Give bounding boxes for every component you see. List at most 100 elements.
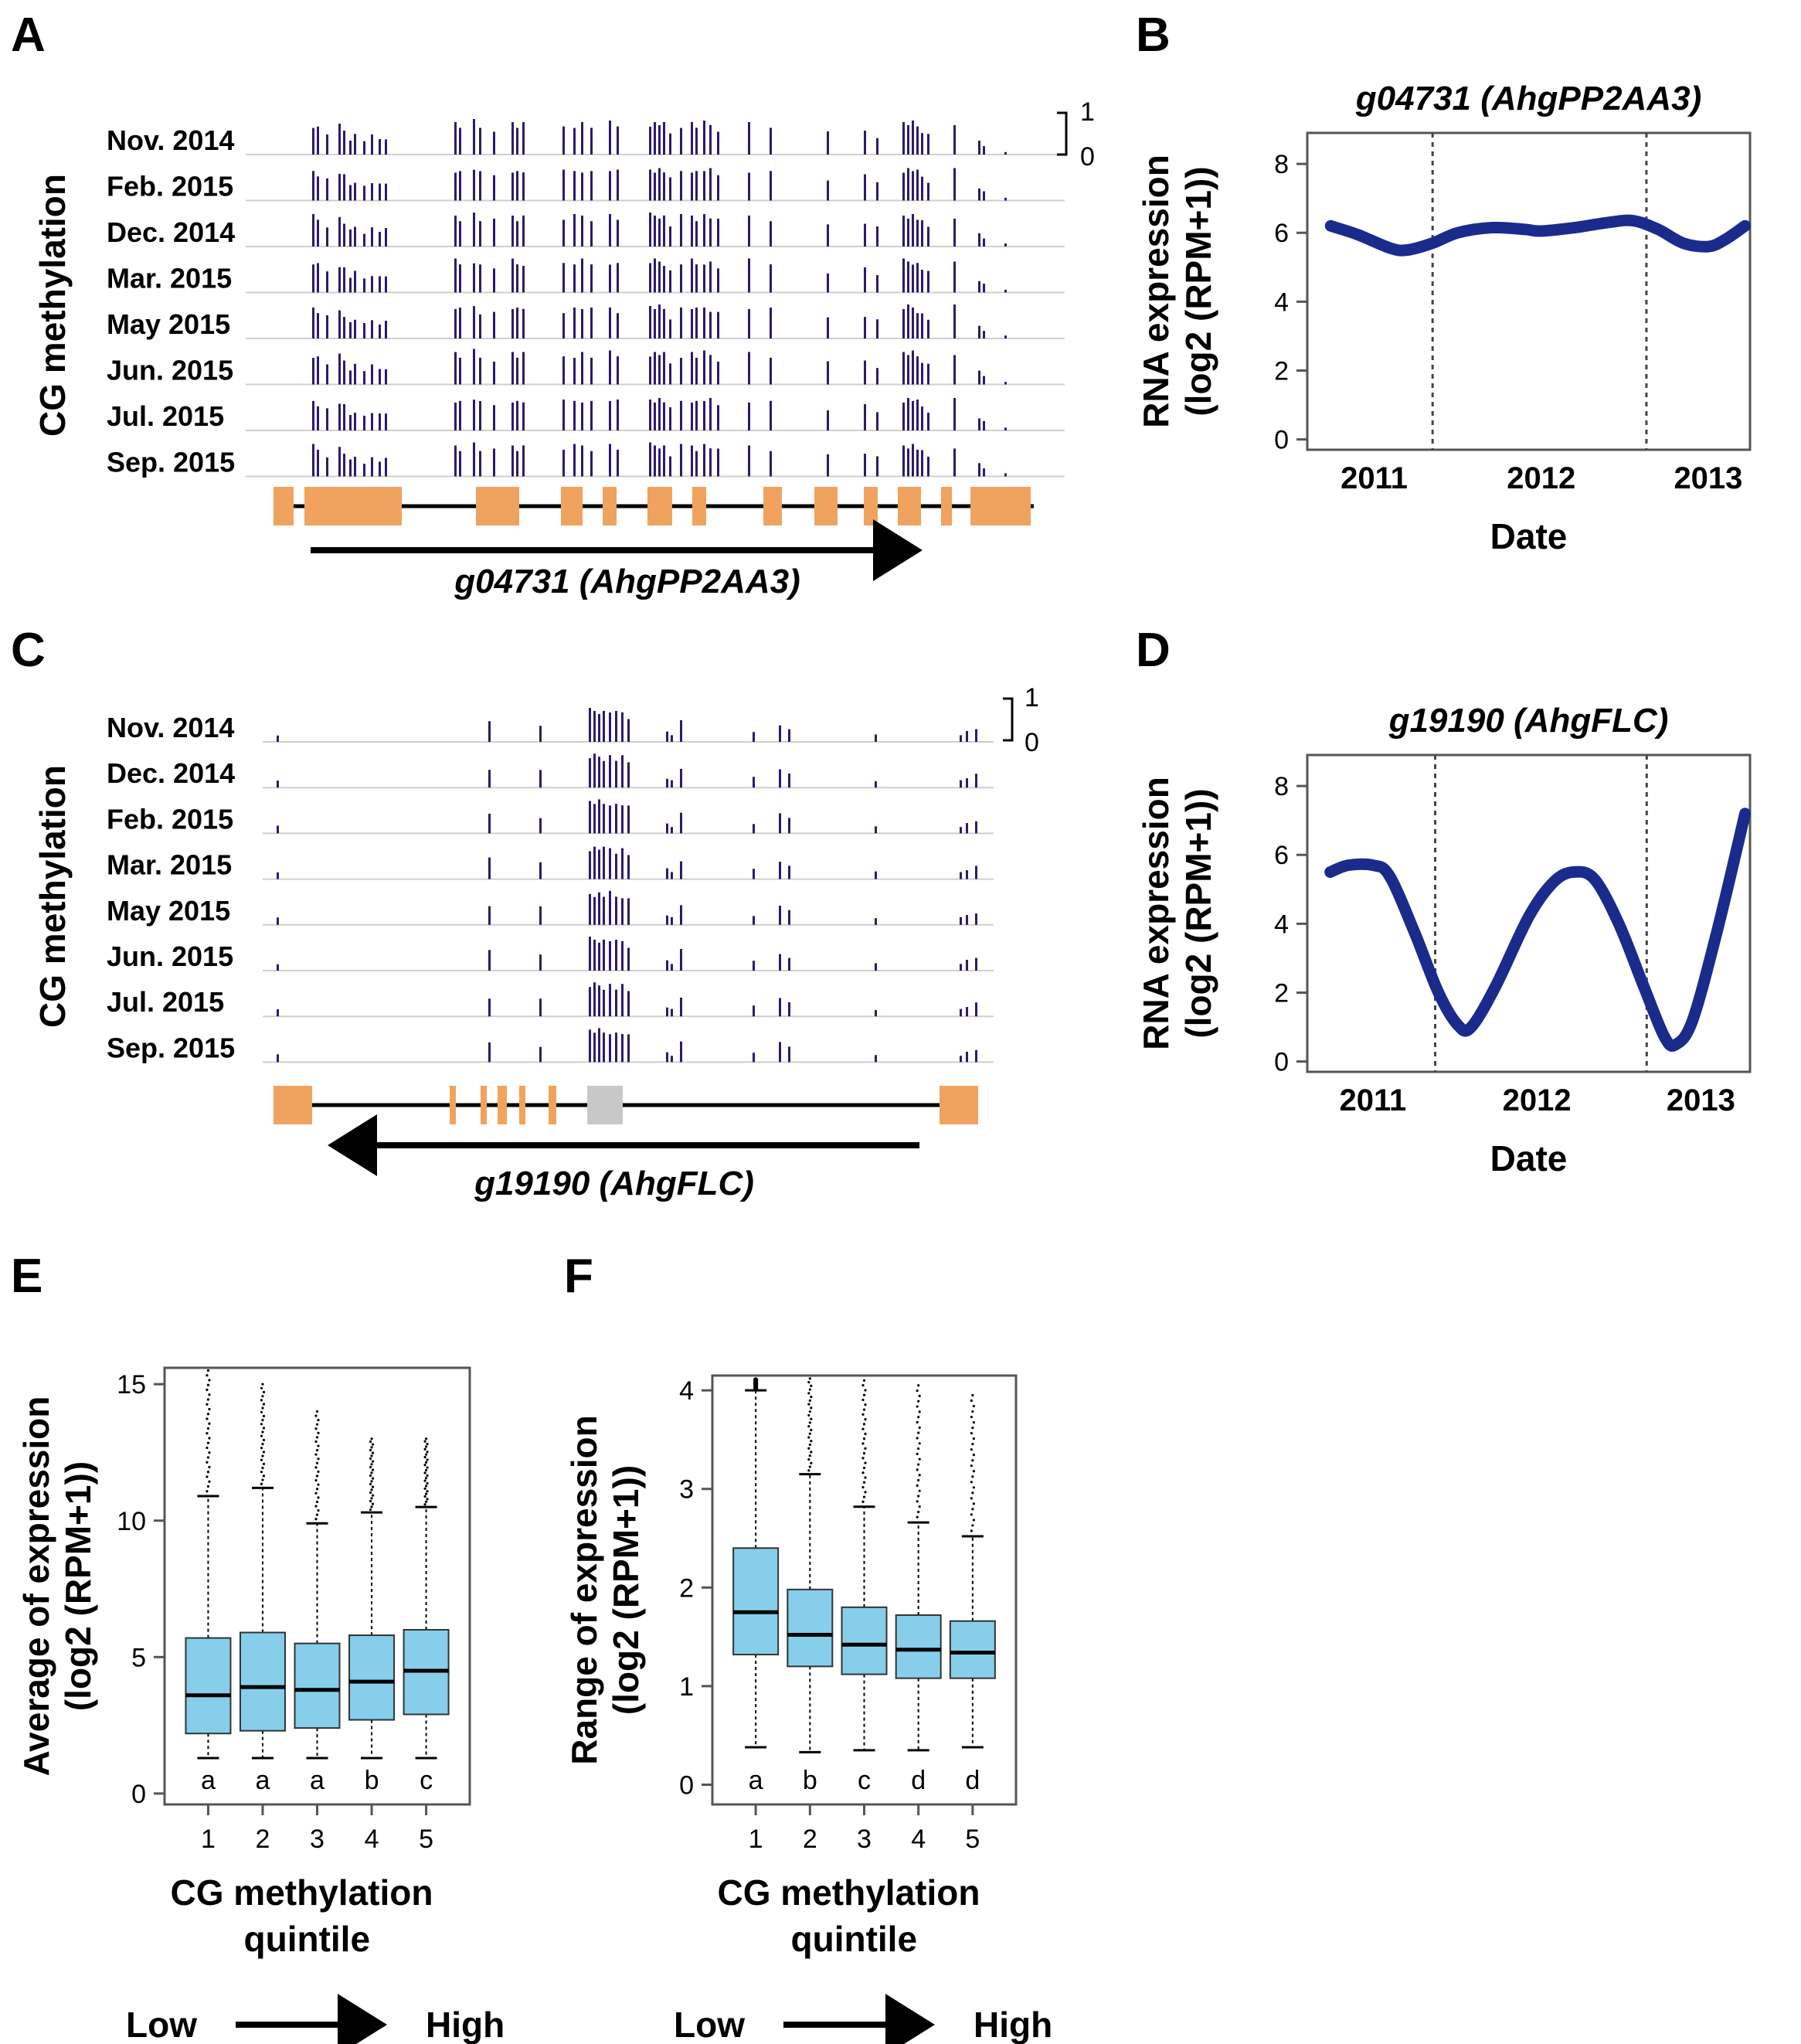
- methylation-bar: [609, 1034, 611, 1063]
- outlier-point: [208, 1422, 211, 1425]
- methylation-bar: [788, 910, 790, 925]
- methylation-bar: [617, 313, 619, 338]
- methylation-bar: [717, 405, 719, 430]
- methylation-bar: [488, 770, 491, 788]
- methylation-bar: [658, 218, 661, 247]
- methylation-bar: [680, 768, 682, 788]
- methylation-bar: [473, 119, 475, 155]
- methylation-bar: [573, 214, 576, 247]
- methylation-bar: [709, 355, 712, 385]
- panel-label-a: A: [11, 9, 46, 62]
- methylation-bar: [454, 352, 457, 385]
- outlier-point: [862, 1481, 866, 1484]
- outlier-point: [918, 1457, 921, 1461]
- methylation-bar: [748, 445, 750, 477]
- methylation-bar: [326, 408, 328, 430]
- methylation-bar: [363, 415, 365, 430]
- outlier-point: [861, 1427, 865, 1430]
- methylation-bar: [966, 731, 968, 742]
- methylation-bar: [921, 313, 923, 338]
- y-tick-label: 1: [679, 1672, 694, 1702]
- methylation-bar: [338, 173, 341, 201]
- methylation-bar: [454, 215, 457, 247]
- methylation-bar: [590, 451, 593, 477]
- methylation-bar: [354, 226, 356, 247]
- methylation-bar: [671, 1008, 673, 1017]
- methylation-bar: [459, 357, 461, 385]
- methylation-panel-a: CG methylation Nov. 2014 Feb. 2015 Dec. 20…: [32, 97, 1095, 600]
- methylation-bar: [371, 413, 373, 430]
- methylation-bar: [326, 457, 328, 477]
- outlier-point: [315, 1488, 319, 1491]
- methylation-bar: [581, 445, 583, 477]
- outlier-point: [426, 1466, 429, 1469]
- methylation-bar: [770, 221, 772, 247]
- methylation-bar: [454, 121, 457, 155]
- methylation-bar: [671, 1056, 673, 1063]
- methylation-bar: [953, 448, 956, 477]
- methylation-bar: [488, 998, 491, 1017]
- methylation-bar: [983, 331, 985, 338]
- outlier-point: [261, 1454, 264, 1457]
- methylation-bar: [703, 171, 705, 201]
- methylation-bar: [1004, 473, 1007, 477]
- methylation-bar: [691, 402, 693, 430]
- methylation-bar: [354, 457, 356, 477]
- methylation-bar: [907, 448, 909, 477]
- methylation-bar: [511, 445, 514, 477]
- outlier-point: [260, 1410, 263, 1413]
- methylation-bar: [539, 906, 542, 925]
- methylation-bar: [593, 753, 596, 788]
- outlier-point: [424, 1445, 428, 1448]
- x-tick-label: 2012: [1507, 461, 1575, 495]
- outlier-point: [918, 1474, 921, 1477]
- methylation-bar: [326, 134, 328, 155]
- outlier-point: [262, 1438, 266, 1442]
- methylation-bar: [581, 121, 583, 155]
- methylation-bar: [493, 268, 495, 293]
- methylation-bar: [1004, 382, 1007, 385]
- methylation-bar: [907, 124, 909, 155]
- methylation-bar: [609, 171, 611, 201]
- outlier-point: [206, 1388, 209, 1392]
- methylation-bar: [593, 939, 596, 971]
- methylation-bar: [326, 271, 328, 293]
- methylation-bar: [627, 898, 630, 925]
- outlier-point: [917, 1495, 920, 1498]
- outlier-point: [861, 1471, 865, 1474]
- outlier-point: [810, 1406, 813, 1410]
- methylation-bar: [680, 812, 682, 834]
- methylation-bar: [516, 451, 518, 477]
- methylation-bar: [621, 848, 624, 879]
- methylation-bar: [671, 917, 673, 925]
- outlier-point: [261, 1466, 264, 1470]
- methylation-bar: [593, 896, 596, 925]
- methylation-bar: [488, 857, 491, 879]
- methylation-bar: [343, 404, 345, 430]
- outlier-point: [916, 1437, 919, 1440]
- outlier-point: [369, 1440, 372, 1444]
- outlier-point: [810, 1451, 813, 1454]
- methylation-bar: [312, 128, 314, 155]
- methylation-bar: [912, 307, 914, 338]
- outlier-point: [314, 1466, 318, 1469]
- outlier-point: [862, 1408, 866, 1411]
- outlier-point: [314, 1478, 318, 1482]
- x-axis-label-line2: quintile: [244, 1919, 371, 1959]
- outlier-point: [810, 1417, 813, 1420]
- methylation-bar: [779, 905, 781, 925]
- y-tick-label: 4: [679, 1376, 694, 1406]
- methylation-bar: [617, 263, 619, 293]
- methylation-bar: [511, 402, 514, 430]
- outlier-point: [918, 1426, 921, 1429]
- outlier-point: [864, 1476, 867, 1479]
- outlier-point: [206, 1441, 210, 1444]
- outlier-point: [807, 1380, 810, 1384]
- methylation-bar: [966, 1007, 968, 1017]
- outlier-point: [315, 1500, 319, 1504]
- methylation-bar: [603, 896, 605, 925]
- methylation-bar: [488, 813, 491, 834]
- outlier-point: [206, 1432, 209, 1435]
- exon: [498, 1086, 507, 1124]
- methylation-bar: [748, 258, 750, 293]
